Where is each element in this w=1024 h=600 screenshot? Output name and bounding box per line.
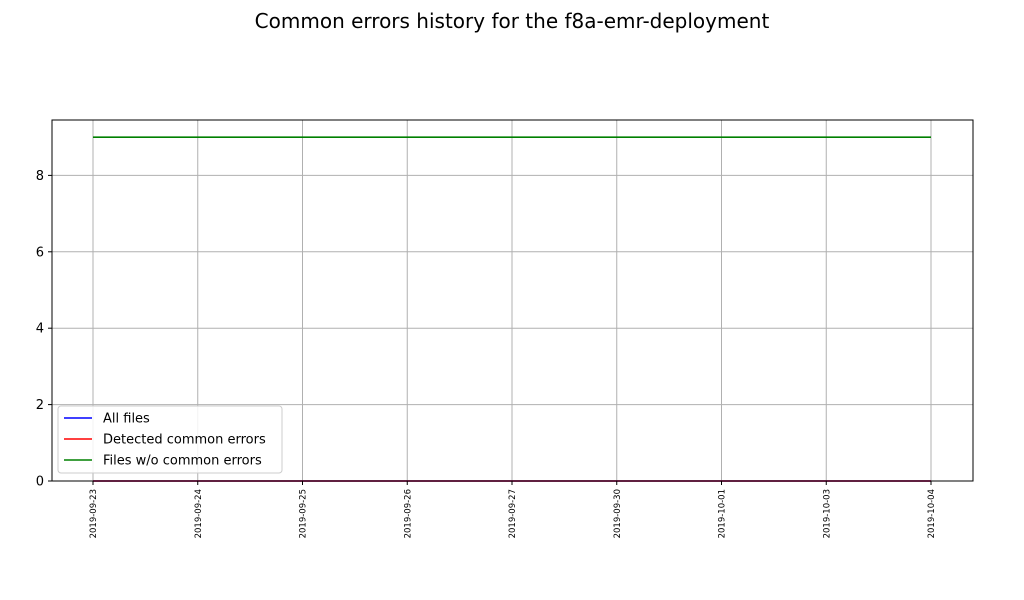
x-tick-label: 2019-09-27 <box>508 489 518 538</box>
x-tick-label: 2019-10-04 <box>927 489 937 538</box>
chart-title: Common errors history for the f8a-emr-de… <box>255 9 770 33</box>
y-tick-label: 0 <box>36 475 44 490</box>
y-tick-label: 2 <box>36 398 44 413</box>
legend-box <box>57 405 283 474</box>
x-tick-label: 2019-10-03 <box>822 489 832 538</box>
x-axis: 2019-09-23 2019-09-24 2019-09-25 2019-09-26… <box>89 481 937 538</box>
legend: All files Detected common errors Files w/o… <box>57 405 283 474</box>
legend-label: Detected common errors <box>103 433 266 448</box>
x-tick-label: 2019-10-01 <box>718 489 728 538</box>
y-tick-label: 4 <box>36 322 44 337</box>
x-tick-label: 2019-09-25 <box>299 489 309 538</box>
x-tick-label: 2019-09-26 <box>403 489 413 538</box>
legend-label: Files w/o common errors <box>103 454 262 469</box>
y-tick-label: 8 <box>36 169 44 184</box>
grid <box>52 120 973 482</box>
x-tick-label: 2019-09-24 <box>194 489 204 538</box>
y-tick-label: 6 <box>36 245 44 260</box>
x-tick-label: 2019-09-23 <box>89 489 99 538</box>
y-axis: 0 2 4 6 8 <box>36 169 52 490</box>
legend-label: All files <box>103 412 150 427</box>
x-tick-label: 2019-09-30 <box>613 489 623 538</box>
